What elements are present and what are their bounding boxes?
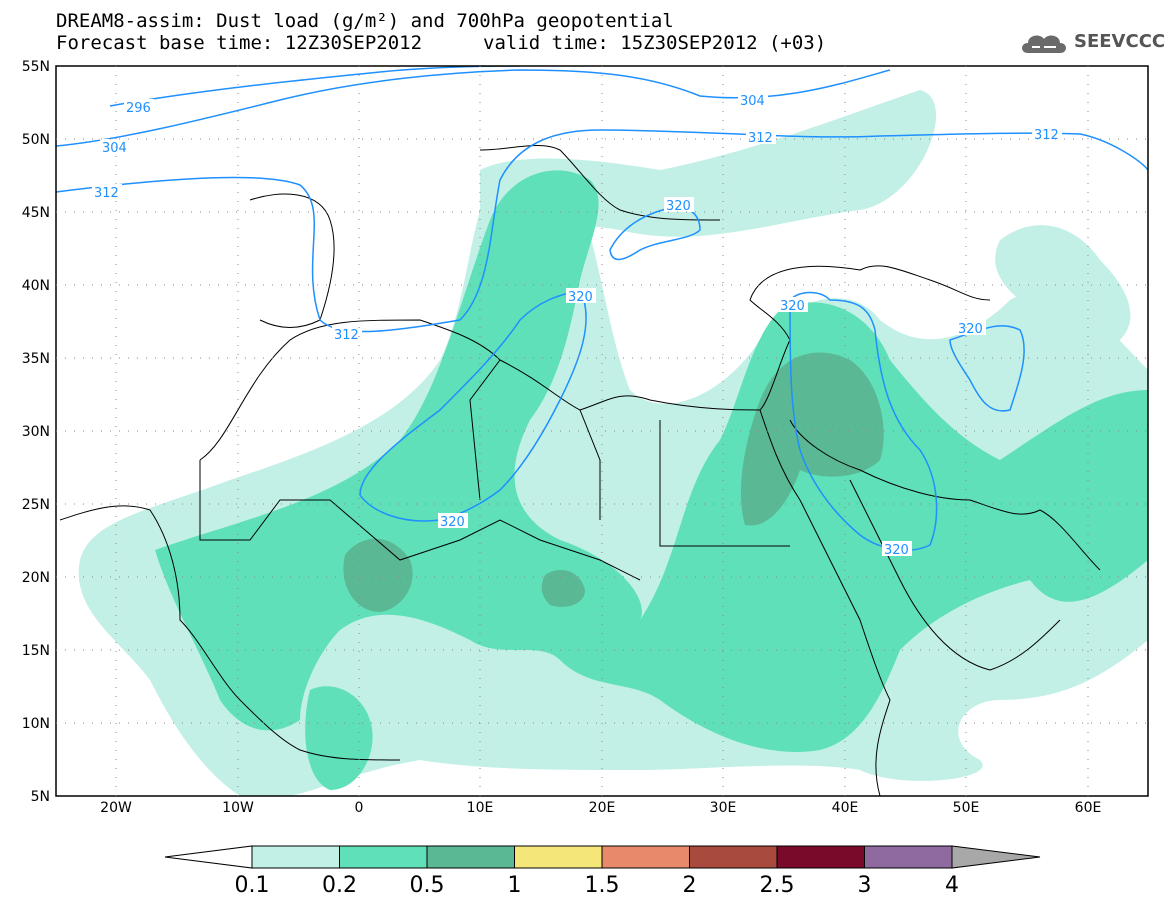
valid-time: valid time: 15Z30SEP2012 (+03) [483,32,827,54]
colorbar-high-arrow [951,845,1041,869]
colorbar-label: 0.5 [410,873,445,898]
lat-tick: 55N [22,59,50,75]
base-time: Forecast base time: 12Z30SEP2012 [56,32,423,54]
lat-tick: 35N [22,351,50,367]
longitude-ticks: 20W 10W 0 10E 20E 30E 40E 50E 60E [100,800,1101,816]
lon-tick: 0 [355,800,364,816]
colorbar-segment [426,845,515,869]
contour-label-312d: 312 [334,328,359,343]
colorbar-segment [689,845,778,869]
seevccc-logo: SEEVCCC [1018,27,1165,57]
colorbar-label: 4 [945,873,959,898]
colorbar-segment [251,845,340,869]
colorbar-segment [776,845,865,869]
colorbar-label: 0.2 [322,873,357,898]
dust-level-0.5 [343,352,884,612]
cloud-icon [1022,35,1066,53]
lon-tick: 10E [467,800,494,816]
lon-tick: 20W [100,800,132,816]
dust-fields [78,90,1148,796]
contour-label-304: 304 [102,141,127,156]
contour-label-304b: 304 [740,94,765,109]
lon-tick: 40E [832,800,859,816]
map-title: DREAM8-assim: Dust load (g/m²) and 700hP… [56,10,674,32]
dust-level-0.2 [155,170,1148,790]
coastlines [59,145,1101,796]
contour-labels: 296 304 312 304 312 312 312 320 320 320 … [92,92,1062,558]
lon-tick: 50E [953,800,980,816]
lon-tick: 30E [710,800,737,816]
contour-label-320c: 320 [440,515,465,530]
contour-label-320b: 320 [568,290,593,305]
lon-tick: 20E [589,800,616,816]
contour-label-320f: 320 [884,543,909,558]
latitude-ticks: 55N 50N 45N 40N 35N 30N 25N 20N 15N 10N … [22,59,50,805]
contour-label-312: 312 [94,186,119,201]
lat-tick: 30N [22,424,50,440]
colorbar-segment [864,845,953,869]
lat-tick: 10N [22,716,50,732]
colorbar-label: 0.1 [235,873,270,898]
contour-label-320e: 320 [958,322,983,337]
contour-label-312c: 312 [1034,128,1059,143]
lat-tick: 15N [22,643,50,659]
colorbar-segment [601,845,690,869]
colorbar-label: 1 [508,873,522,898]
lon-tick: 10W [222,800,254,816]
contour-label-296: 296 [126,101,151,116]
contour-label-320a: 320 [666,199,691,214]
contour-label-312b: 312 [748,131,773,146]
contour-label-320d: 320 [780,299,805,314]
graticule [56,66,1148,796]
lat-tick: 40N [22,278,50,294]
logo-text: SEEVCCC [1074,31,1165,52]
lat-tick: 5N [31,789,50,805]
lat-tick: 50N [22,132,50,148]
map-subtitle: Forecast base time: 12Z30SEP2012 valid ti… [56,32,826,54]
colorbar-label: 2 [683,873,697,898]
colorbar-label: 3 [858,873,872,898]
colorbar-label: 2.5 [760,873,795,898]
colorbar-segment [339,845,428,869]
lat-tick: 45N [22,205,50,221]
lat-tick: 25N [22,497,50,513]
colorbar-segment [514,845,603,869]
colorbar-label: 1.5 [585,873,620,898]
colorbar-low-arrow [164,845,253,869]
lon-tick: 60E [1075,800,1102,816]
colorbar: 0.1 0.2 0.5 1 1.5 2 2.5 3 4 [164,845,1041,898]
lat-tick: 20N [22,570,50,586]
